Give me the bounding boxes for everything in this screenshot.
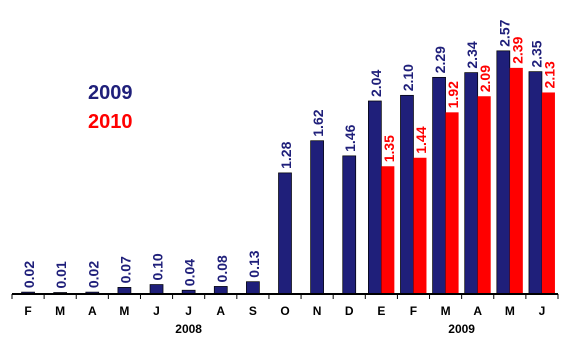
bar-2009-13 <box>432 76 446 295</box>
bar-2009-16 <box>528 71 543 295</box>
category-label-15: M <box>505 304 515 318</box>
value-label-2009-8: 1.28 <box>278 141 294 168</box>
category-label-7: S <box>249 304 257 318</box>
value-label-2009-9: 1.62 <box>310 109 326 136</box>
value-labels: 0.02 0.01 0.02 0.07 0.10 0.04 0.08 0.13 1.28 1.62… <box>21 19 557 288</box>
value-label-2009-3: 0.07 <box>117 256 133 283</box>
category-label-5: J <box>185 304 192 318</box>
bar-2009-15 <box>496 50 511 295</box>
category-label-13: M <box>441 304 451 318</box>
value-label-2009-10: 1.46 <box>342 124 358 151</box>
category-label-14: A <box>473 304 482 318</box>
year-labels: 2008 2009 <box>175 322 475 336</box>
category-label-6: A <box>216 304 225 318</box>
bar-2010-13 <box>445 112 459 294</box>
value-label-2009-0: 0.02 <box>21 261 37 288</box>
category-label-1: M <box>55 304 65 318</box>
category-label-4: J <box>153 304 160 318</box>
value-label-2010-14: 2.09 <box>477 65 493 92</box>
value-label-2009-13: 2.29 <box>432 46 448 73</box>
bar-2010-16 <box>541 92 555 294</box>
year-label-1: 2009 <box>448 322 475 336</box>
bar-2009-10 <box>342 155 357 295</box>
category-label-12: F <box>410 304 417 318</box>
value-label-2009-14: 2.34 <box>464 41 480 68</box>
bar-2009-6 <box>213 286 228 295</box>
bar-2009-4 <box>149 284 164 295</box>
category-label-16: J <box>539 304 546 318</box>
category-label-9: N <box>313 304 322 318</box>
value-label-2010-15: 2.39 <box>509 36 525 63</box>
value-label-2009-6: 0.08 <box>214 255 230 282</box>
year-label-0: 2008 <box>175 322 202 336</box>
legend-2009: 2009 <box>88 82 133 104</box>
bar-2010-14 <box>477 96 491 294</box>
category-label-2: A <box>88 304 97 318</box>
bars <box>21 50 555 295</box>
bar-2010-11 <box>381 166 395 294</box>
category-label-10: D <box>345 304 354 318</box>
bar-2010-15 <box>509 67 523 294</box>
value-label-2010-13: 1.92 <box>445 81 461 108</box>
value-label-2009-2: 0.02 <box>85 261 101 288</box>
value-label-2010-11: 1.35 <box>381 135 397 162</box>
value-label-2009-4: 0.10 <box>150 253 166 280</box>
bar-2009-11 <box>368 100 382 295</box>
bar-2009-12 <box>400 94 414 295</box>
legend-2010: 2010 <box>88 111 133 133</box>
bar-2010-12 <box>413 157 427 294</box>
bar-2009-14 <box>464 72 479 295</box>
value-label-2009-12: 2.10 <box>400 64 416 91</box>
x-ticks <box>11 294 559 299</box>
value-label-2009-11: 2.04 <box>368 70 384 97</box>
value-label-2009-5: 0.04 <box>182 259 198 286</box>
value-label-2009-16: 2.35 <box>528 40 544 67</box>
legend: 2009 2010 <box>88 82 133 133</box>
category-label-11: E <box>377 304 385 318</box>
value-label-2010-16: 2.13 <box>541 61 557 88</box>
value-label-2009-1: 0.01 <box>53 261 69 288</box>
value-label-2010-12: 1.44 <box>413 126 429 153</box>
value-label-2009-7: 0.13 <box>246 250 262 277</box>
bar-2009-9 <box>310 140 324 295</box>
category-label-8: O <box>280 304 289 318</box>
category-label-3: M <box>119 304 129 318</box>
category-label-0: F <box>24 304 31 318</box>
value-label-2009-15: 2.57 <box>496 19 512 46</box>
bar-2009-8 <box>278 172 292 295</box>
bar-2009-7 <box>246 281 260 295</box>
